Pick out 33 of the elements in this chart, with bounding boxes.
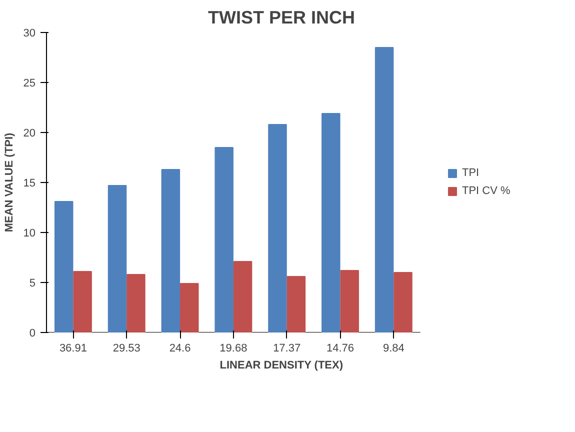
y-tick-label: 0: [29, 328, 36, 340]
y-axis-title: MEAN VALUE (TPI): [3, 132, 16, 232]
x-tick-label: 14.76: [326, 342, 354, 354]
y-tick-label: 5: [29, 278, 36, 290]
x-tick-label: 24.6: [169, 342, 191, 354]
legend-label: TPI: [462, 167, 480, 179]
bar: [214, 147, 234, 332]
x-tick-label: 9.84: [382, 342, 404, 354]
x-tick-label: 17.37: [273, 342, 301, 354]
chart-title: TWIST PER INCH: [208, 8, 355, 28]
bar: [108, 185, 127, 332]
x-tick-label: 29.53: [112, 342, 140, 354]
bar: [161, 169, 180, 332]
y-tick-label: 15: [23, 178, 36, 190]
x-axis-title: LINEAR DENSITY (TEX): [220, 360, 344, 372]
bar: [233, 261, 252, 332]
x-tick-label: 19.68: [220, 342, 248, 354]
y-tick-label: 10: [23, 228, 36, 240]
x-tick-label: 36.91: [59, 342, 87, 354]
bar: [268, 124, 287, 332]
bar: [374, 47, 394, 332]
legend-label: TPI CV %: [462, 185, 512, 197]
bar: [180, 283, 199, 332]
bar: [54, 201, 74, 332]
y-tick-label: 30: [23, 28, 36, 40]
bar: [126, 274, 146, 332]
bar: [286, 276, 306, 332]
y-tick-label: 25: [23, 78, 36, 90]
bar: [394, 272, 412, 332]
y-tick-label: 20: [23, 128, 36, 140]
bar: [73, 271, 92, 332]
bar: [322, 113, 340, 332]
bar: [340, 270, 359, 332]
